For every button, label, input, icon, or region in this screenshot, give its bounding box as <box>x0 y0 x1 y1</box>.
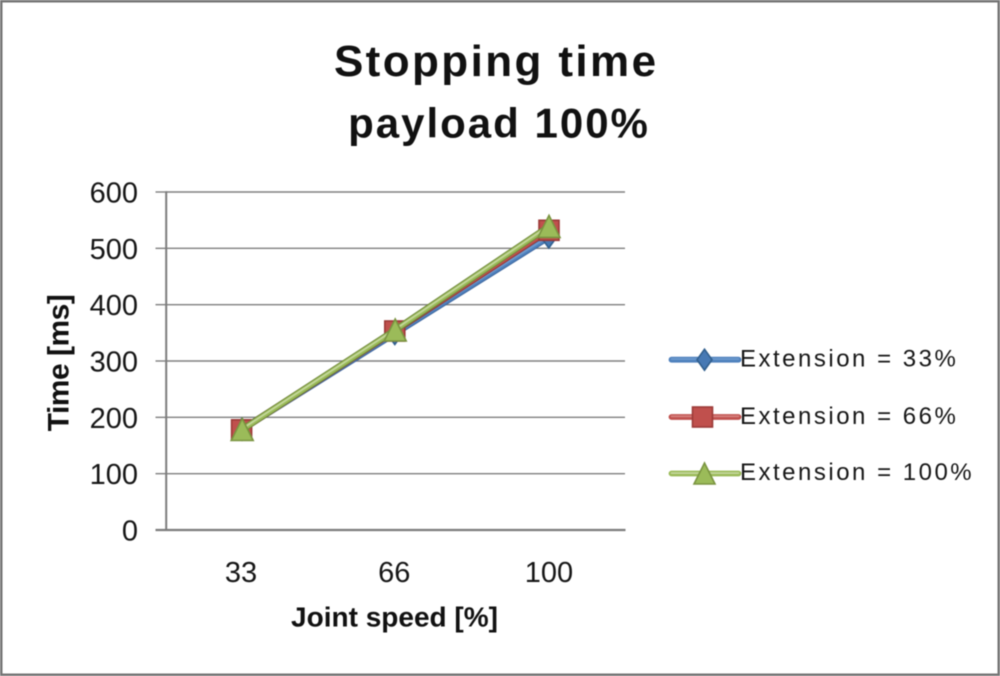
svg-text:payload 100%: payload 100% <box>348 100 650 147</box>
svg-text:Joint speed [%]: Joint speed [%] <box>291 602 498 633</box>
svg-text:200: 200 <box>90 403 138 435</box>
svg-text:500: 500 <box>90 234 138 266</box>
svg-text:33: 33 <box>225 557 257 589</box>
svg-text:600: 600 <box>90 178 138 210</box>
svg-text:300: 300 <box>90 347 138 379</box>
svg-text:100: 100 <box>90 459 138 491</box>
svg-text:0: 0 <box>122 516 138 548</box>
svg-text:400: 400 <box>90 290 138 322</box>
svg-text:Extension = 66%: Extension = 66% <box>740 403 958 430</box>
svg-text:66: 66 <box>378 557 410 589</box>
svg-text:Time [ms]: Time [ms] <box>43 295 76 432</box>
svg-text:Extension = 100%: Extension = 100% <box>740 459 974 486</box>
svg-text:Stopping time: Stopping time <box>334 37 659 86</box>
svg-text:100: 100 <box>525 557 573 589</box>
svg-text:Extension = 33%: Extension = 33% <box>740 346 958 373</box>
